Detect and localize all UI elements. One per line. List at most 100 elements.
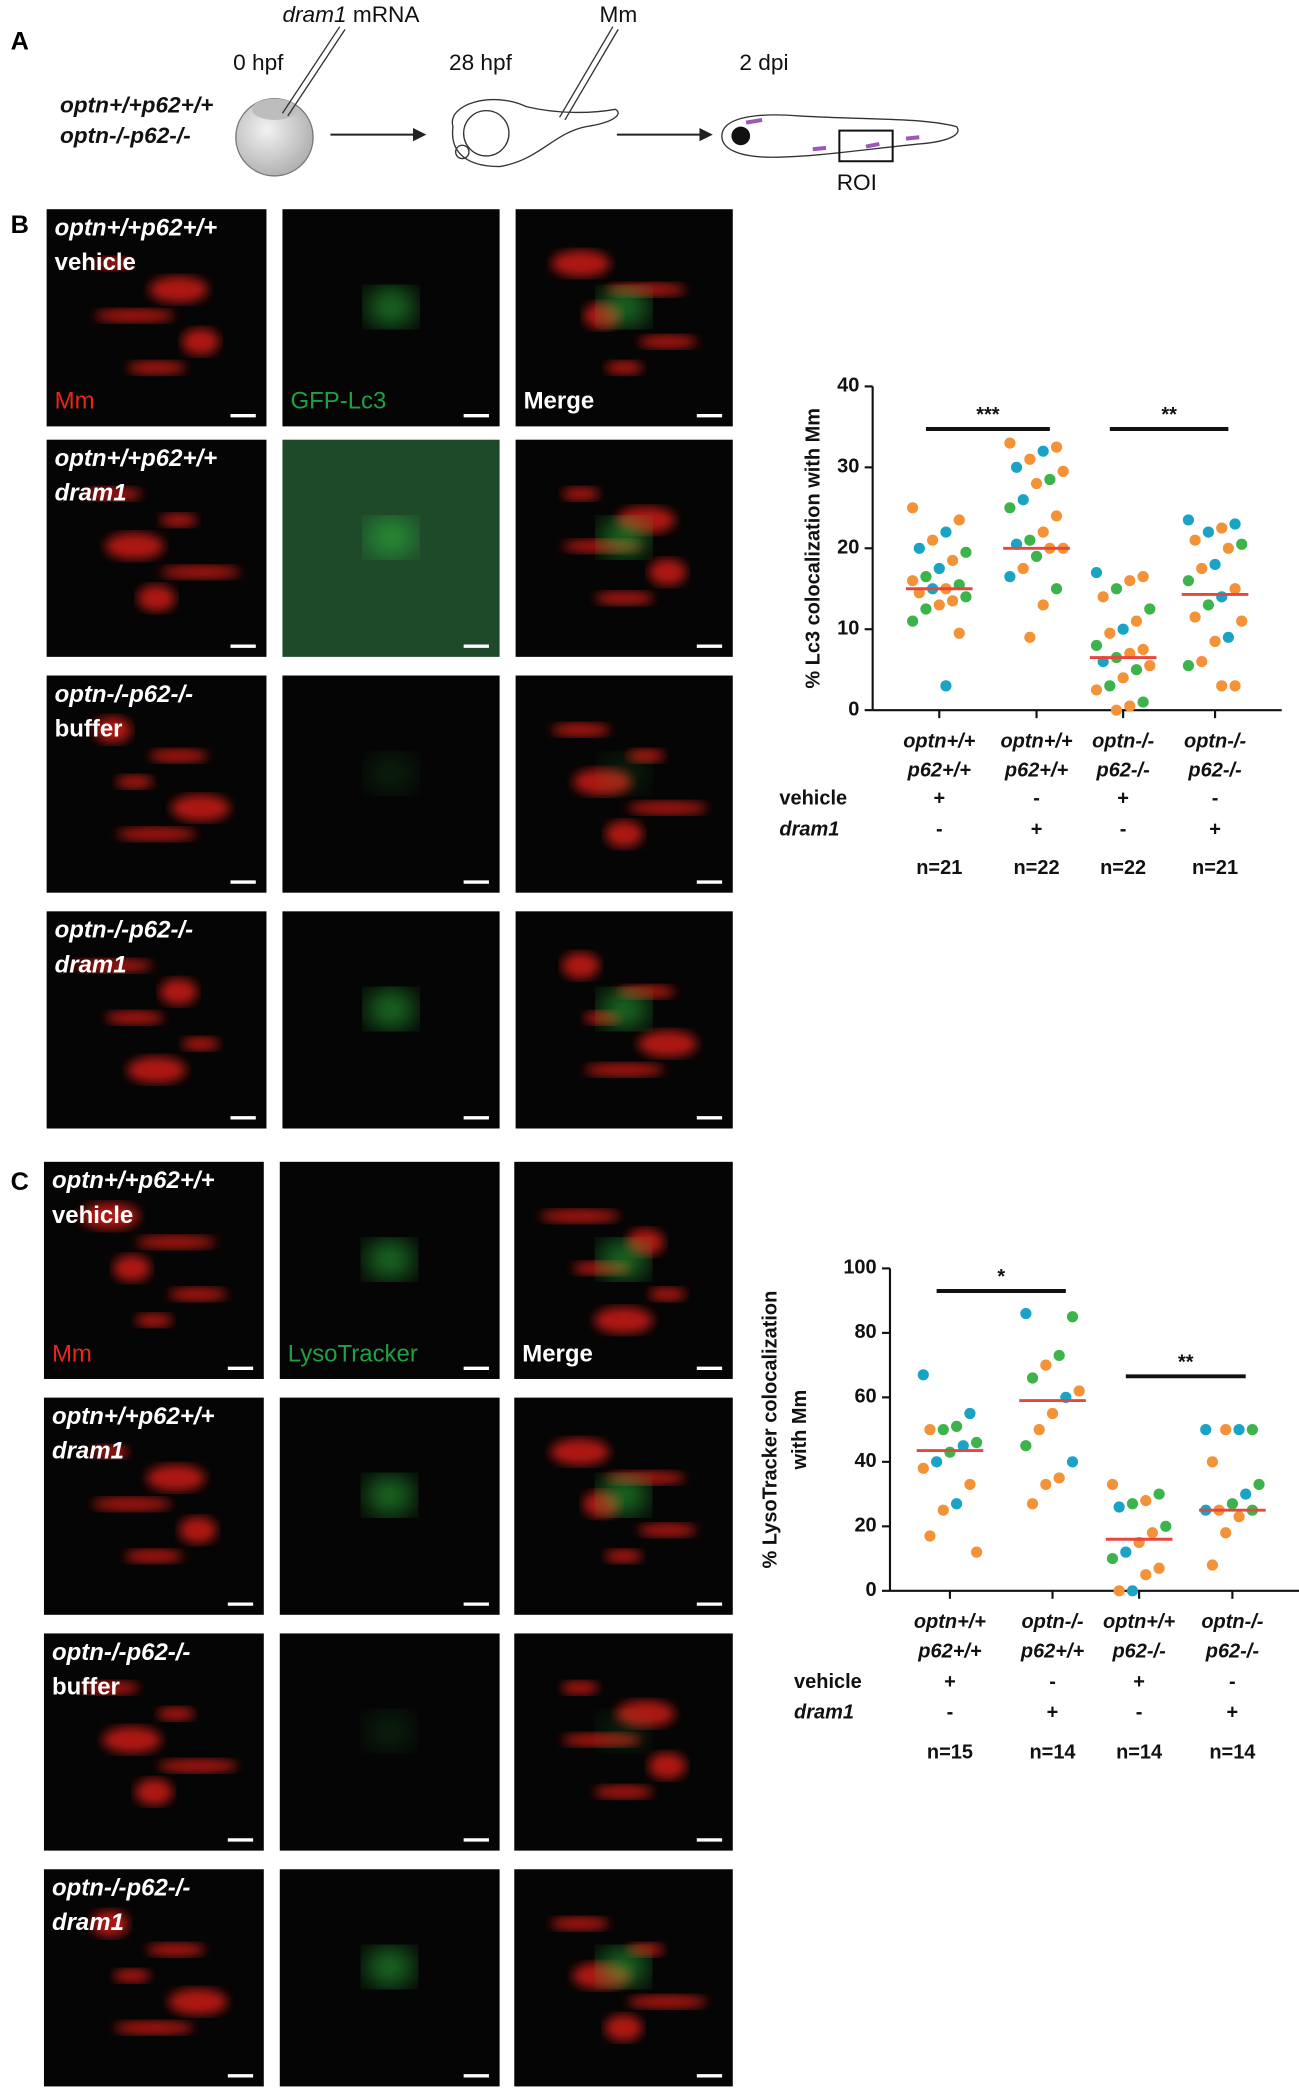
n-label: n=14 [1116, 1742, 1162, 1764]
condition-label: dram1 [779, 818, 839, 840]
y-tick-label: 60 [854, 1386, 876, 1408]
red-signal [648, 1287, 686, 1301]
condition-label: dram1 [794, 1702, 854, 1724]
image-bg [43, 1869, 264, 2087]
injection-label: dram1 mRNA [282, 2, 420, 27]
red-signal [171, 794, 230, 822]
data-point [1017, 562, 1029, 575]
green-signal [365, 1476, 414, 1515]
x-tick-label: optn+/+ [914, 1611, 986, 1633]
treatment-label: dram1 [55, 951, 127, 978]
red-signal [91, 1497, 172, 1511]
red-signal [648, 1752, 686, 1780]
micrograph [514, 1397, 733, 1615]
data-point [1240, 1488, 1252, 1500]
data-point [944, 1446, 956, 1458]
data-point [1137, 571, 1149, 583]
condition-value: - [936, 818, 943, 840]
channel-label: Merge [522, 1340, 593, 1367]
data-point [1044, 473, 1056, 486]
data-point [1200, 1424, 1212, 1436]
data-point [1037, 599, 1049, 611]
data-point [907, 575, 919, 587]
data-point [1140, 1569, 1152, 1581]
red-signal [80, 1681, 140, 1695]
treatment-label: dram1 [52, 1909, 124, 1936]
data-point [1040, 1478, 1052, 1491]
micrograph: Merge [515, 209, 733, 427]
red-signal [113, 2021, 194, 2035]
micrograph [279, 1397, 500, 1615]
red-signal [135, 1313, 173, 1328]
data-point [1026, 1372, 1039, 1384]
condition-value: - [1120, 818, 1127, 840]
red-signal [168, 1287, 228, 1301]
red-signal [72, 958, 153, 973]
stage: 0 hpf [233, 50, 284, 75]
red-signal [627, 1995, 708, 2009]
stage: 2 dpi [739, 50, 788, 75]
micrograph [43, 1869, 264, 2087]
micrograph [46, 675, 267, 893]
y-tick-label: 20 [837, 537, 859, 559]
data-point [933, 599, 945, 611]
red-signal [179, 1516, 217, 1544]
red-signal [181, 1037, 220, 1051]
micrograph: Merge [514, 1161, 733, 1379]
data-point [1202, 599, 1214, 611]
data-point [1117, 672, 1129, 684]
red-signal [168, 1988, 228, 2016]
red-signal [638, 1030, 697, 1058]
data-point [1126, 1585, 1139, 1597]
x-tick-label: p62-/- [1096, 760, 1151, 782]
x-tick-label: p62+/+ [907, 760, 972, 782]
x-tick-label: p62-/- [1187, 760, 1242, 782]
condition-value: - [1049, 1671, 1056, 1693]
data-point [1020, 1307, 1032, 1320]
x-tick-label: optn-/- [1184, 730, 1246, 752]
micrograph: LysoTracker [279, 1161, 500, 1379]
y-tick-label: 0 [866, 1579, 877, 1601]
red-signal [159, 513, 198, 527]
treatment-label: dram1 [52, 1438, 124, 1465]
red-signal [93, 256, 132, 271]
n-label: n=22 [1100, 857, 1146, 879]
data-point [1004, 502, 1016, 514]
data-point [1124, 700, 1136, 712]
chart: 0 20 40 60 80 100 % LysoTracker colocalization… [760, 1257, 1299, 1764]
image-bg [43, 1161, 264, 1379]
data-point [1236, 538, 1248, 550]
red-signal [562, 487, 600, 501]
red-signal [648, 558, 687, 586]
data-point [1153, 1488, 1165, 1500]
condition-value: + [1031, 818, 1043, 840]
image-bg [46, 675, 267, 893]
data-point [1117, 623, 1129, 635]
micrograph [515, 675, 733, 893]
channel-label: GFP-Lc3 [290, 388, 386, 415]
data-point [964, 1478, 976, 1491]
data-point [970, 1436, 983, 1449]
red-signal [91, 1910, 129, 1937]
x-tick-label: optn-/- [1201, 1611, 1263, 1633]
data-point [920, 603, 932, 615]
genotype-label: optn+/+p62+/+ [52, 1403, 215, 1430]
red-signal [149, 749, 208, 763]
red-signal [102, 1726, 162, 1754]
data-point [1017, 494, 1029, 506]
data-point [1126, 1498, 1139, 1510]
data-point [1209, 558, 1221, 571]
condition-value: - [1229, 1671, 1236, 1693]
green-signal [365, 1948, 414, 1986]
genotype-label: optn-/-p62-/- [55, 917, 193, 944]
data-point [1229, 680, 1241, 692]
data-point [1106, 1478, 1119, 1491]
treatment-label: buffer [52, 1673, 120, 1700]
data-point [947, 595, 959, 607]
green-signal [599, 1712, 648, 1750]
data-point [1229, 518, 1241, 530]
red-signal [604, 2014, 643, 2042]
data-point [1030, 477, 1043, 490]
green-signal [600, 288, 649, 326]
